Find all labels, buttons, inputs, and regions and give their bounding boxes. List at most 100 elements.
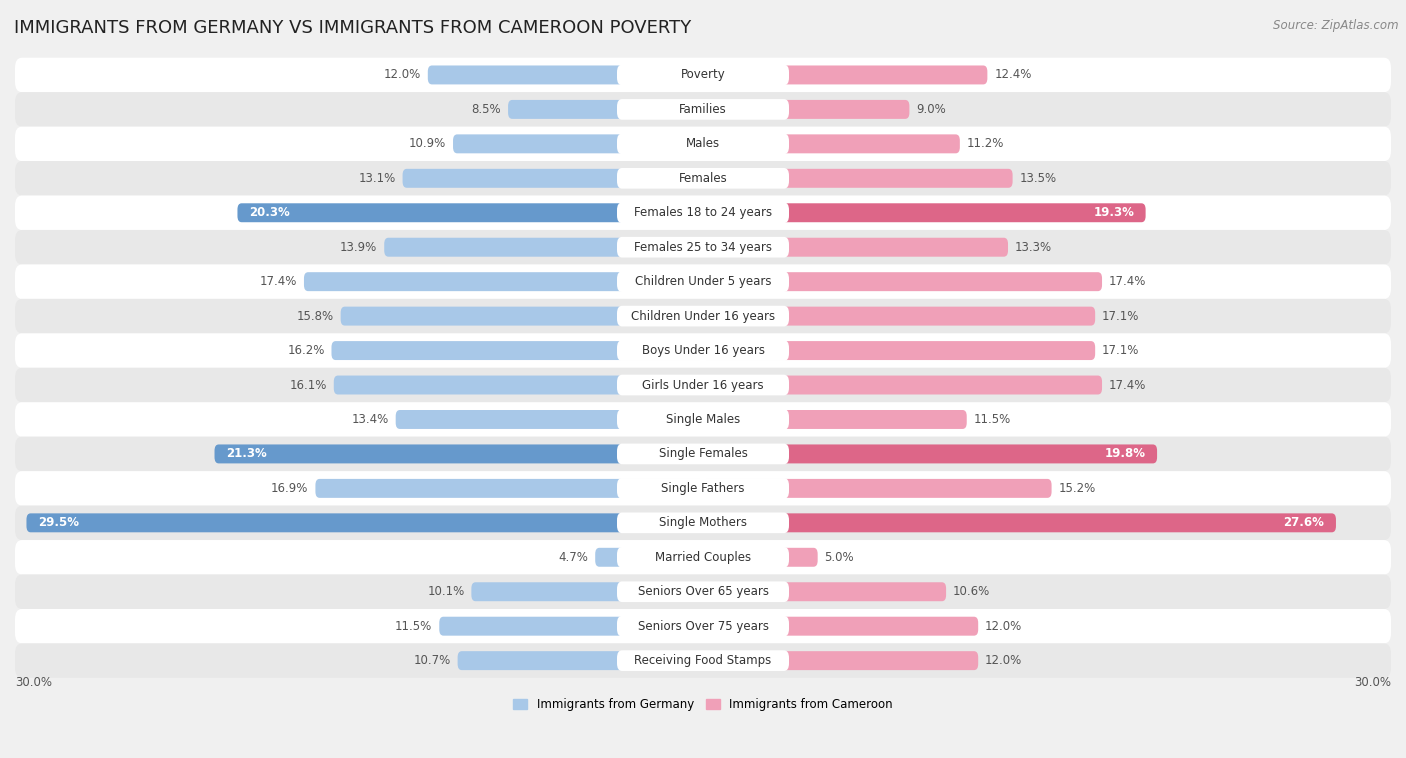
FancyBboxPatch shape <box>15 58 1391 92</box>
Text: 29.5%: 29.5% <box>38 516 79 529</box>
Text: 13.3%: 13.3% <box>1015 241 1052 254</box>
FancyBboxPatch shape <box>703 651 979 670</box>
Text: 21.3%: 21.3% <box>226 447 267 460</box>
Text: Boys Under 16 years: Boys Under 16 years <box>641 344 765 357</box>
Text: Single Fathers: Single Fathers <box>661 482 745 495</box>
FancyBboxPatch shape <box>703 134 960 153</box>
FancyBboxPatch shape <box>304 272 703 291</box>
Text: 13.5%: 13.5% <box>1019 172 1056 185</box>
Text: 17.4%: 17.4% <box>1109 275 1146 288</box>
FancyBboxPatch shape <box>215 444 703 463</box>
Text: 16.1%: 16.1% <box>290 378 326 392</box>
FancyBboxPatch shape <box>15 127 1391 161</box>
Text: 8.5%: 8.5% <box>471 103 501 116</box>
FancyBboxPatch shape <box>15 402 1391 437</box>
Text: 20.3%: 20.3% <box>249 206 290 219</box>
FancyBboxPatch shape <box>15 196 1391 230</box>
FancyBboxPatch shape <box>703 375 1102 394</box>
FancyBboxPatch shape <box>617 512 789 533</box>
FancyBboxPatch shape <box>15 265 1391 299</box>
Text: 19.3%: 19.3% <box>1094 206 1135 219</box>
Text: 12.0%: 12.0% <box>384 68 420 81</box>
Text: 13.1%: 13.1% <box>359 172 395 185</box>
FancyBboxPatch shape <box>15 609 1391 644</box>
FancyBboxPatch shape <box>703 444 1157 463</box>
FancyBboxPatch shape <box>508 100 703 119</box>
Text: Females 25 to 34 years: Females 25 to 34 years <box>634 241 772 254</box>
Text: Seniors Over 75 years: Seniors Over 75 years <box>637 620 769 633</box>
FancyBboxPatch shape <box>703 65 987 84</box>
FancyBboxPatch shape <box>617 547 789 568</box>
Text: Males: Males <box>686 137 720 150</box>
Text: 10.9%: 10.9% <box>409 137 446 150</box>
FancyBboxPatch shape <box>703 548 818 567</box>
FancyBboxPatch shape <box>703 513 1336 532</box>
FancyBboxPatch shape <box>439 617 703 636</box>
FancyBboxPatch shape <box>703 582 946 601</box>
FancyBboxPatch shape <box>15 437 1391 471</box>
FancyBboxPatch shape <box>617 237 789 258</box>
Text: 27.6%: 27.6% <box>1284 516 1324 529</box>
FancyBboxPatch shape <box>703 238 1008 257</box>
FancyBboxPatch shape <box>617 202 789 223</box>
FancyBboxPatch shape <box>703 479 1052 498</box>
Text: 11.5%: 11.5% <box>973 413 1011 426</box>
Text: 15.2%: 15.2% <box>1059 482 1095 495</box>
Text: 11.2%: 11.2% <box>967 137 1004 150</box>
FancyBboxPatch shape <box>703 307 1095 326</box>
Text: IMMIGRANTS FROM GERMANY VS IMMIGRANTS FROM CAMEROON POVERTY: IMMIGRANTS FROM GERMANY VS IMMIGRANTS FR… <box>14 19 692 37</box>
Text: 4.7%: 4.7% <box>558 551 588 564</box>
FancyBboxPatch shape <box>617 409 789 430</box>
FancyBboxPatch shape <box>703 341 1095 360</box>
Text: 12.4%: 12.4% <box>994 68 1032 81</box>
Text: 13.9%: 13.9% <box>340 241 377 254</box>
FancyBboxPatch shape <box>617 64 789 86</box>
FancyBboxPatch shape <box>15 230 1391 265</box>
FancyBboxPatch shape <box>617 340 789 361</box>
FancyBboxPatch shape <box>15 506 1391 540</box>
FancyBboxPatch shape <box>15 644 1391 678</box>
FancyBboxPatch shape <box>340 307 703 326</box>
Text: Females: Females <box>679 172 727 185</box>
FancyBboxPatch shape <box>617 168 789 189</box>
FancyBboxPatch shape <box>617 99 789 120</box>
FancyBboxPatch shape <box>595 548 703 567</box>
Text: Receiving Food Stamps: Receiving Food Stamps <box>634 654 772 667</box>
Text: 30.0%: 30.0% <box>15 675 52 688</box>
FancyBboxPatch shape <box>15 92 1391 127</box>
Text: Single Mothers: Single Mothers <box>659 516 747 529</box>
FancyBboxPatch shape <box>457 651 703 670</box>
FancyBboxPatch shape <box>617 443 789 464</box>
Text: 16.2%: 16.2% <box>287 344 325 357</box>
FancyBboxPatch shape <box>15 540 1391 575</box>
Text: 16.9%: 16.9% <box>271 482 308 495</box>
Text: Females 18 to 24 years: Females 18 to 24 years <box>634 206 772 219</box>
FancyBboxPatch shape <box>332 341 703 360</box>
Text: 10.6%: 10.6% <box>953 585 990 598</box>
Text: Seniors Over 65 years: Seniors Over 65 years <box>637 585 769 598</box>
FancyBboxPatch shape <box>703 410 967 429</box>
Text: 17.1%: 17.1% <box>1102 309 1139 323</box>
FancyBboxPatch shape <box>315 479 703 498</box>
Text: Poverty: Poverty <box>681 68 725 81</box>
FancyBboxPatch shape <box>617 305 789 327</box>
FancyBboxPatch shape <box>703 617 979 636</box>
Text: 9.0%: 9.0% <box>917 103 946 116</box>
FancyBboxPatch shape <box>15 575 1391 609</box>
Text: 30.0%: 30.0% <box>1354 675 1391 688</box>
Text: 13.4%: 13.4% <box>352 413 389 426</box>
Text: 10.1%: 10.1% <box>427 585 464 598</box>
Text: Children Under 5 years: Children Under 5 years <box>634 275 772 288</box>
FancyBboxPatch shape <box>238 203 703 222</box>
FancyBboxPatch shape <box>27 513 703 532</box>
FancyBboxPatch shape <box>15 368 1391 402</box>
Text: 19.8%: 19.8% <box>1105 447 1146 460</box>
FancyBboxPatch shape <box>15 334 1391 368</box>
FancyBboxPatch shape <box>453 134 703 153</box>
Text: 11.5%: 11.5% <box>395 620 433 633</box>
Text: Families: Families <box>679 103 727 116</box>
Text: Girls Under 16 years: Girls Under 16 years <box>643 378 763 392</box>
FancyBboxPatch shape <box>471 582 703 601</box>
Text: 17.1%: 17.1% <box>1102 344 1139 357</box>
FancyBboxPatch shape <box>15 161 1391 196</box>
